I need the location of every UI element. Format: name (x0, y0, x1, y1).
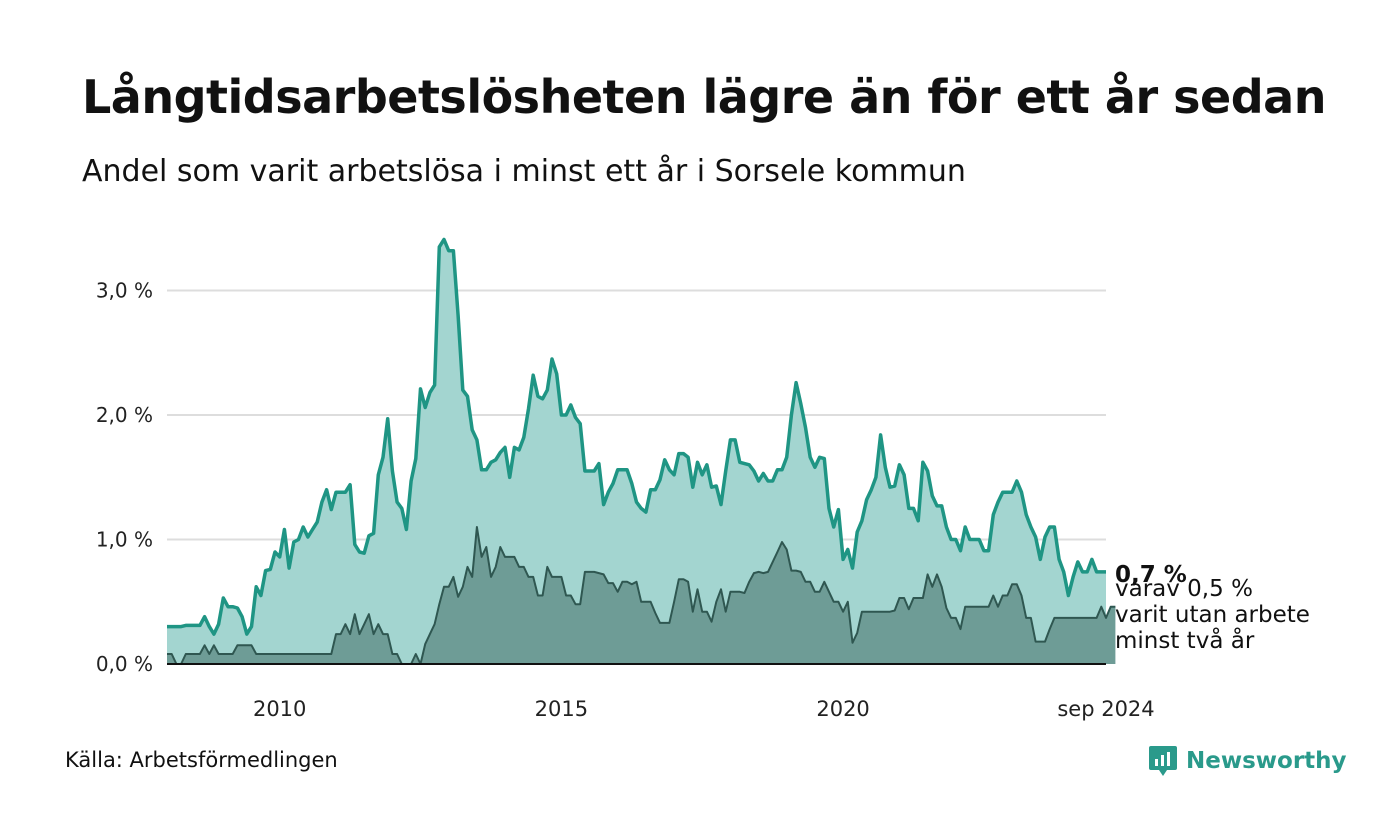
y-tick-label: 1,0 % (96, 528, 153, 552)
x-tick-label: 2020 (816, 697, 869, 721)
x-tick-label: 2015 (535, 697, 588, 721)
x-tick-label: sep 2024 (1057, 697, 1154, 721)
x-axis-ticks: 2010 2015 2020 sep 2024 (253, 697, 1155, 721)
two-year-unemployment-area (167, 527, 1116, 664)
latest-value-label: 0,7 % (1115, 562, 1187, 588)
newsworthy-logo-icon (1149, 746, 1177, 776)
source-note: Källa: Arbetsförmedlingen (65, 748, 338, 772)
chart-title: Långtidsarbetslösheten lägre än för ett … (82, 70, 1326, 124)
newsworthy-logo: Newsworthy (1148, 744, 1347, 778)
y-tick-label: 0,0 % (96, 652, 153, 676)
brand-name: Newsworthy (1186, 748, 1347, 774)
chart-subtitle: Andel som varit arbetslösa i minst ett å… (82, 154, 966, 189)
annotation-line-2: varit utan arbete (1115, 602, 1310, 628)
y-tick-label: 3,0 % (96, 279, 153, 303)
long-term-unemployment-line (167, 237, 1106, 636)
x-tick-label: 2010 (253, 697, 306, 721)
y-tick-label: 2,0 % (96, 403, 153, 427)
long-term-unemployment-area (167, 239, 1106, 664)
two-year-unemployment-line (167, 526, 1116, 665)
annotation-line-3: minst två år (1115, 626, 1255, 654)
annotation-line-1: varav 0,5 % (1115, 576, 1253, 602)
y-axis-ticks: 0,0 % 1,0 % 2,0 % 3,0 % (96, 279, 153, 677)
